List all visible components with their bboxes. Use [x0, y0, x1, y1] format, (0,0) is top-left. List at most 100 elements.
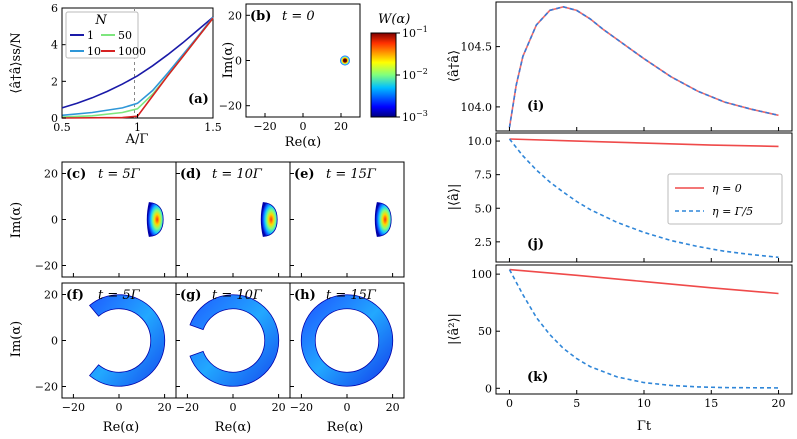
i-ytick-label: 104.0	[461, 101, 493, 114]
series-N-1	[61, 16, 214, 109]
a-ytick-label: 4	[51, 39, 58, 52]
f-xtick-label: 20	[158, 401, 172, 414]
panel-label-a: (a)	[188, 92, 209, 107]
j-ytick-label: 2.5	[475, 236, 493, 249]
series-i-b	[508, 5, 779, 128]
g-xlabel: Re(α)	[215, 420, 251, 435]
series-N-1000	[61, 17, 214, 119]
k-xtick-label: 15	[704, 397, 718, 410]
legend-label-1: 1	[87, 29, 94, 42]
panel-label-i: (i)	[527, 99, 544, 114]
colorbar	[370, 32, 397, 118]
series-i-a	[508, 5, 779, 128]
panel-title-c: t = 5Γ	[98, 167, 141, 182]
k-ytick-label: 50	[478, 325, 492, 338]
j-ytick-label: 7.5	[475, 169, 493, 182]
k-xlabel: Γt	[637, 419, 652, 434]
series-eta0	[509, 268, 779, 295]
h-xtick-label: −20	[290, 401, 313, 414]
wigner-arc	[189, 294, 280, 387]
panel-label-f: (f)	[66, 288, 84, 303]
b-ytick-label: 0	[235, 55, 242, 68]
g-xtick-label: 0	[230, 401, 237, 414]
b-ylabel: Im(α)	[221, 42, 236, 78]
legend-label-eta0: η = 0	[712, 182, 742, 195]
i-ytick-label: 104.5	[461, 41, 493, 54]
b-ytick-label: 20	[228, 9, 242, 22]
panel-label-h: (h)	[294, 288, 316, 303]
h-xtick-label: 0	[344, 401, 351, 414]
a-ytick-label: 6	[51, 2, 58, 15]
wigner-arc	[89, 294, 166, 387]
b-ytick-label: −20	[219, 100, 242, 113]
panel-label-g: (g)	[180, 288, 201, 303]
wigner-crescent	[260, 202, 278, 237]
a-ylabel: ⟨â†â⟩ss/N	[9, 32, 24, 93]
c-ytick-label: −20	[35, 260, 58, 273]
panel-label-e: (e)	[294, 167, 315, 182]
a-xtick-label: 1.5	[204, 121, 222, 134]
legend-label-1000: 1000	[118, 45, 146, 58]
c-ytick-label: 20	[44, 168, 58, 181]
panel-k: 0 5 10 15 20 0 50 100 (k) |⟨â²⟩| Γt	[447, 264, 793, 434]
f-xtick-label: 0	[116, 401, 123, 414]
panel-title-f: t = 5Γ	[98, 288, 141, 303]
panel-title-b: t = 0	[282, 9, 315, 24]
i-ylabel: ⟨â†â⟩	[447, 50, 462, 82]
wigner-crescent	[146, 202, 164, 237]
legend-a: N 1 10 50 1000	[65, 11, 146, 59]
colorbar-tick-label: 10−1	[402, 25, 428, 40]
legend-j: η = 0 η = Γ/5	[667, 173, 783, 225]
panel-f: (f) t = 5Γ −20 0 20 20 0 −20	[35, 282, 177, 414]
h-xtick-label: 20	[386, 401, 400, 414]
g-xtick-label: −20	[176, 401, 199, 414]
h-xlabel: Re(α)	[327, 420, 363, 435]
k-xtick-label: 0	[506, 397, 513, 410]
legend-label-10: 10	[87, 45, 101, 58]
a-xlabel: A/Γ	[125, 132, 149, 147]
f-ytick-label: 0	[51, 335, 58, 348]
panel-c: (c) t = 5Γ 20 0 −20	[35, 161, 177, 278]
wigner-ring	[301, 294, 393, 387]
legend-label-eta-g5: η = Γ/5	[712, 205, 753, 218]
panel-label-c: (c)	[66, 167, 86, 182]
k-ylabel: |⟨â²⟩|	[447, 313, 462, 345]
k-xtick-label: 5	[573, 397, 580, 410]
colorbar-tick-label: 10−3	[402, 109, 428, 124]
g-xtick-label: 20	[272, 401, 286, 414]
b-xtick-label: 20	[334, 120, 348, 133]
f-xtick-label: −20	[62, 401, 85, 414]
k-ytick-label: 0	[485, 382, 492, 395]
wigner-crescent	[374, 202, 392, 237]
a-xtick-label: 0.5	[53, 121, 71, 134]
panel-title-g: t = 10Γ	[212, 288, 263, 303]
series-eta-g5	[508, 138, 779, 259]
k-ytick-label: 100	[471, 268, 492, 281]
panel-h: (h) t = 15Γ −20 0 20	[289, 282, 405, 414]
legend-title: N	[94, 13, 107, 28]
c-ytick-label: 0	[51, 214, 58, 227]
a-ytick-label: 0	[51, 112, 58, 125]
colorbar-label: W(α)	[378, 12, 410, 27]
panel-i: 104.0 104.5 (i) ⟨â†â⟩	[447, 1, 793, 132]
panel-a: 0.5 1 1.5 0 2 4 6 (a) A/Γ ⟨â†â⟩ss/N N 1 10 50 …	[9, 2, 222, 147]
j-ylabel: |⟨â⟩|	[447, 184, 462, 211]
panel-j: 2.5 5.0 7.5 10.0 (j) |⟨â⟩| η = 0 η = Γ/5	[447, 132, 793, 263]
series-eta-g5	[508, 269, 779, 389]
panel-label-j: (j)	[527, 237, 544, 252]
b-xlabel: Re(α)	[285, 135, 321, 150]
panel-label-k: (k)	[527, 370, 548, 385]
f-xlabel: Re(α)	[103, 420, 139, 435]
panel-title-h: t = 15Γ	[326, 288, 377, 303]
panel-title-d: t = 10Γ	[212, 167, 263, 182]
panel-e: (e) t = 15Γ	[289, 161, 405, 278]
panel-d: (d) t = 10Γ	[175, 161, 291, 278]
b-xtick-label: 0	[300, 120, 307, 133]
panel-label-d: (d)	[180, 167, 201, 182]
colorbar-tick-label: 10−2	[402, 67, 428, 82]
a-ytick-label: 2	[51, 75, 58, 88]
series-eta0	[509, 138, 779, 148]
panel-title-e: t = 15Γ	[326, 167, 377, 182]
